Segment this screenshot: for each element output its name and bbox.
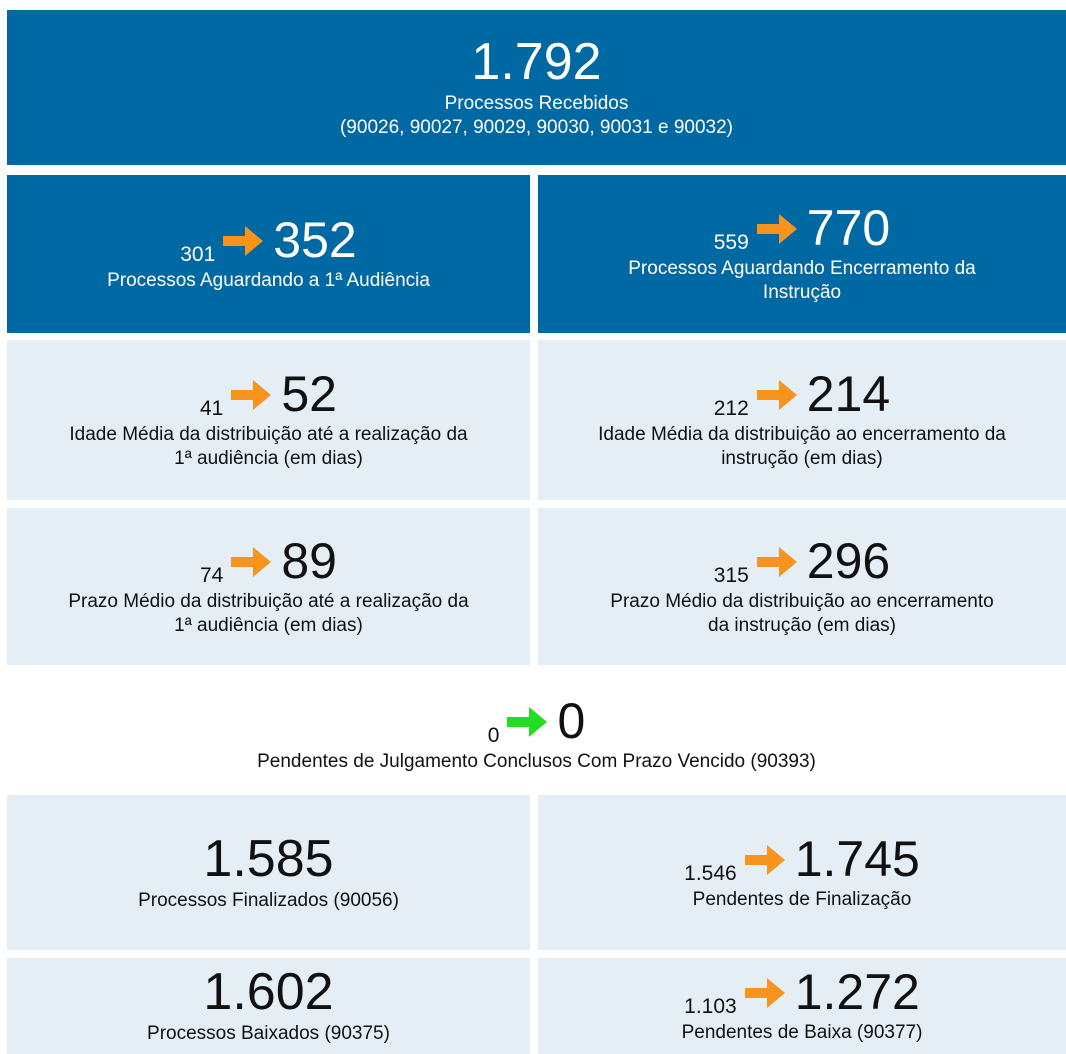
metric-change: 1.546 1.745 [684, 834, 920, 884]
metric-panel: 0 0 Pendentes de Julgamento Conclusos Com … [7, 680, 1066, 790]
metric-change: 1.103 1.272 [684, 967, 920, 1017]
metric-change: 212 214 [714, 369, 890, 419]
arrow-shape [744, 978, 785, 1008]
arrow-shape [756, 214, 797, 244]
metric-value: 1.585 [203, 829, 334, 888]
arrow-shape [231, 380, 272, 410]
metric-label: Processos Baixados (90375) [147, 1022, 390, 1046]
label-line: Idade Média da distribuição ao encerrame… [598, 424, 1006, 445]
current-value: 1.272 [794, 964, 920, 1020]
metric-panel: 1.103 1.272 Pendentes de Baixa (90377) [538, 958, 1066, 1054]
label-line: Pendentes de Finalização [692, 888, 912, 910]
metric-change: 559 770 [714, 203, 890, 253]
current-value: 770 [806, 200, 891, 256]
label-line: Prazo Médio da distribuição até a realiz… [68, 590, 469, 612]
metric-label: Processos Aguardando a 1ª Audiência [107, 269, 430, 293]
current-value: 296 [806, 532, 891, 589]
metric-label: Pendentes de Baixa (90377) [682, 1021, 923, 1045]
arrow-shape [756, 546, 797, 577]
trend-arrow [756, 214, 797, 244]
metric-panel: 301 352 Processos Aguardando a 1ª Audiênci… [7, 175, 530, 333]
arrow-shape [744, 844, 785, 875]
metric-change: 74 89 [200, 536, 337, 586]
metric-panel: 315 296 Prazo Médio da distribuição ao enc… [538, 508, 1066, 665]
previous-value: 1.103 [684, 995, 737, 1018]
label-line: Instrução [762, 282, 842, 303]
metric-panel: 41 52 Idade Média da distribuição até a re… [7, 340, 530, 500]
label-line: Processos Aguardando Encerramento da [628, 258, 976, 279]
label-line: 1ª audiência (em dias) [174, 614, 363, 636]
header-sublabel: (90026, 90027, 90029, 90030, 90031 e 900… [339, 116, 734, 138]
arrow-shape [223, 226, 264, 256]
trend-arrow [231, 546, 272, 577]
current-value: 214 [806, 366, 891, 422]
metric-label: Processos Aguardando Encerramento da Inst… [628, 257, 976, 305]
trend-arrow [756, 380, 797, 410]
label-line: 1ª audiência (em dias) [174, 448, 363, 469]
previous-value: 1.546 [684, 861, 737, 885]
metric-panel: 1.585 Processos Finalizados (90056) [7, 795, 530, 950]
arrow-shape [756, 380, 797, 410]
previous-value: 0 [487, 724, 500, 747]
metric-panel: 1.546 1.745 Pendentes de Finalização [538, 795, 1066, 950]
metric-label: Prazo Médio da distribuição ao encerrame… [610, 590, 993, 638]
label-line: Pendentes de Baixa (90377) [681, 1022, 923, 1043]
header-value: 1.792 [471, 32, 602, 91]
metric-panel: 212 214 Idade Média da distribuição ao enc… [538, 340, 1066, 500]
label-line: Processos Finalizados (90056) [138, 889, 399, 911]
header-panel: 1.792 Processos Recebidos (90026, 90027,… [7, 10, 1066, 165]
trend-arrow [756, 546, 797, 577]
previous-value: 74 [200, 563, 224, 587]
metric-label: Processos Finalizados (90056) [138, 889, 399, 913]
metric-change: 315 296 [714, 536, 890, 586]
metric-label: Pendentes de Finalização [693, 888, 912, 912]
current-value: 1.745 [794, 830, 920, 887]
previous-value: 212 [713, 397, 749, 420]
previous-value: 315 [713, 563, 749, 587]
label-line: da instrução (em dias) [708, 614, 896, 636]
previous-value: 301 [180, 243, 216, 266]
metric-label: Pendentes de Julgamento Conclusos Com Pr… [257, 750, 816, 774]
label-line: Processos Baixados (90375) [147, 1023, 390, 1044]
metric-panel: 1.602 Processos Baixados (90375) [7, 958, 530, 1054]
current-value: 89 [281, 532, 337, 589]
trend-arrow [231, 380, 272, 410]
label-line: Pendentes de Julgamento Conclusos Com Pr… [257, 751, 816, 772]
trend-arrow [744, 978, 785, 1008]
label-line: Processos Aguardando a 1ª Audiência [107, 270, 430, 291]
metric-change: 41 52 [200, 369, 337, 419]
metric-panel: 74 89 Prazo Médio da distribuição até a re… [7, 508, 530, 665]
trend-arrow [744, 844, 785, 875]
current-value: 352 [273, 212, 357, 268]
trend-arrow [223, 226, 264, 256]
header-label: Processos Recebidos [444, 92, 629, 114]
metric-label: Idade Média da distribuição até a realiz… [69, 423, 467, 471]
label-line: instrução (em dias) [721, 448, 883, 469]
metric-change: 301 352 [180, 215, 356, 265]
previous-value: 41 [200, 397, 224, 420]
metric-label: Prazo Médio da distribuição até a realiz… [68, 590, 468, 638]
trend-arrow [507, 707, 548, 737]
arrow-shape [231, 546, 272, 577]
previous-value: 559 [713, 231, 749, 254]
label-line: Idade Média da distribuição até a realiz… [69, 424, 468, 445]
current-value: 52 [281, 366, 337, 422]
metric-value: 1.602 [203, 963, 334, 1021]
arrow-shape [507, 707, 548, 737]
label-line: Prazo Médio da distribuição ao encerrame… [610, 590, 994, 612]
current-value: 0 [557, 693, 586, 749]
metric-label: Idade Média da distribuição ao encerrame… [598, 423, 1006, 471]
metric-panel: 559 770 Processos Aguardando Encerramento … [538, 175, 1066, 333]
